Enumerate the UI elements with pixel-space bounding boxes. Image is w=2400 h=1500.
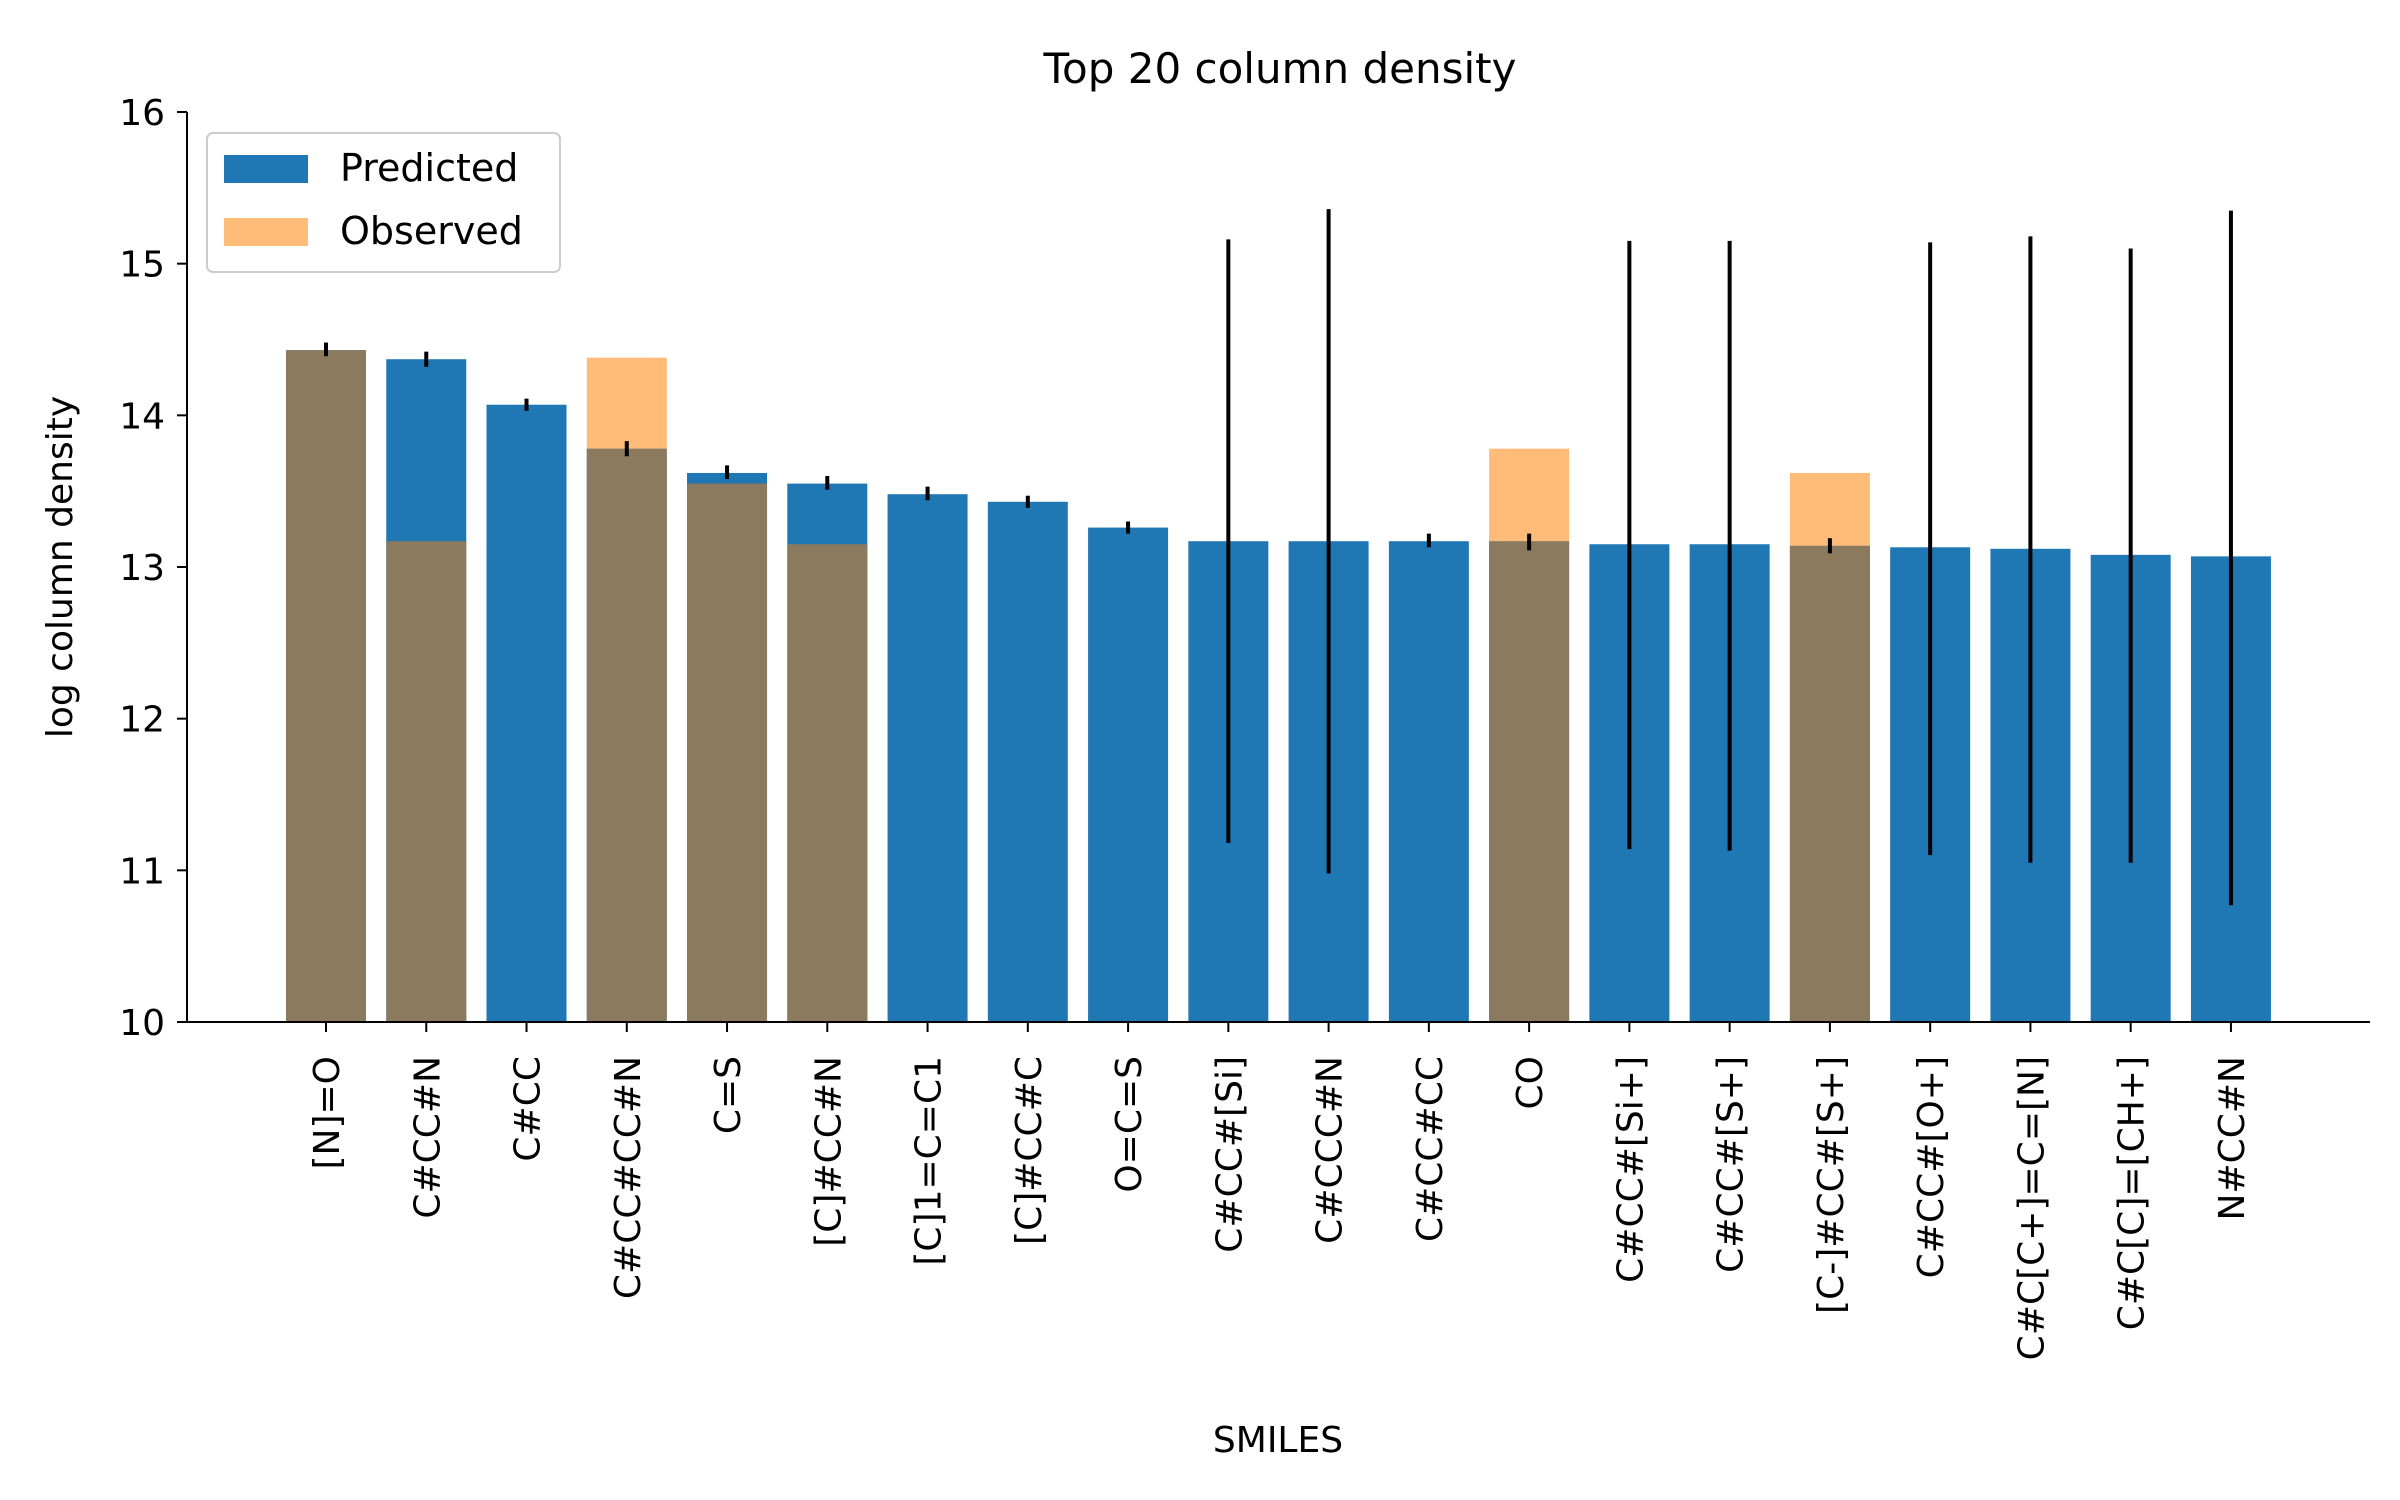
x-axis-label: SMILES [1213,1420,1343,1461]
bar-overlap [286,350,366,1022]
y-axis-label: log column density [40,396,81,738]
bar-predicted [1388,541,1469,1022]
legend-label-predicted: Predicted [340,146,518,190]
x-tick-label: [N]=O [307,1056,348,1170]
x-tick-label: C#CCC#N [1310,1056,1351,1244]
x-tick-label: O=C=S [1109,1056,1150,1193]
bar-overlap [787,544,868,1022]
x-tick-label: CO [1510,1056,1551,1109]
x-tick-label: C#CC#N [407,1056,448,1219]
legend-swatch-predicted [224,155,308,183]
y-tick-label: 13 [119,548,165,589]
bar-overlap [687,483,768,1022]
y-tick-label: 14 [119,396,165,437]
y-tick-label: 16 [119,93,165,134]
x-tick-label: C#CC#CC [1410,1056,1451,1242]
x-tick-label: N#CC#N [2212,1056,2253,1220]
bar-observed [1789,472,1870,546]
error-bars-group [324,209,2233,906]
x-tick-label: C#CC#[S+] [1711,1056,1752,1273]
bar-predicted [1088,527,1169,1022]
x-tick-label: [C-]#CC#[S+] [1811,1056,1852,1314]
x-tick-label: [C]#CC#N [808,1056,849,1247]
x-tick-label: C#C[C]=[CH+] [2112,1056,2153,1330]
chart-title: Top 20 column density [1043,44,1517,93]
bar-predicted [887,494,968,1022]
bar-overlap [1489,541,1570,1022]
bar-observed [1489,448,1570,542]
y-tick-label: 10 [119,1003,165,1044]
x-tick-label: C#C[C+]=C=[N] [2011,1056,2052,1360]
x-tick-label: C#CC#[Si+] [1610,1056,1651,1283]
x-tick-label: [C]#CC#C [1009,1056,1050,1245]
legend: Predicted Observed [206,132,561,273]
y-tick-label: 11 [119,851,165,892]
x-ticks-group: [N]=O C#CC#N C#CC C#CC#CC#N C=S [C]#CC#N [C]1=… [307,1022,2253,1360]
y-tick-label: 15 [119,245,165,286]
x-tick-label: C#CC#[Si] [1209,1056,1250,1253]
bar-overlap [1789,545,1870,1022]
y-ticks-group: 10 11 12 13 14 15 16 [119,93,187,1044]
bar-overlap [586,448,667,1022]
x-tick-label: [C]1=C=C1 [909,1056,950,1266]
bar-observed [586,357,667,449]
bar-predicted [987,501,1068,1022]
x-tick-label: C#CC#[O+] [1911,1056,1952,1278]
x-tick-label: C#CC [508,1056,549,1162]
legend-label-observed: Observed [340,209,523,253]
bars-group [286,350,2271,1022]
legend-swatch-observed [224,218,308,246]
x-tick-label: C=S [708,1056,749,1134]
bar-predicted [486,404,567,1022]
y-tick-label: 12 [119,700,165,741]
bar-overlap [386,541,467,1022]
x-tick-label: C#CC#CC#N [608,1056,649,1299]
